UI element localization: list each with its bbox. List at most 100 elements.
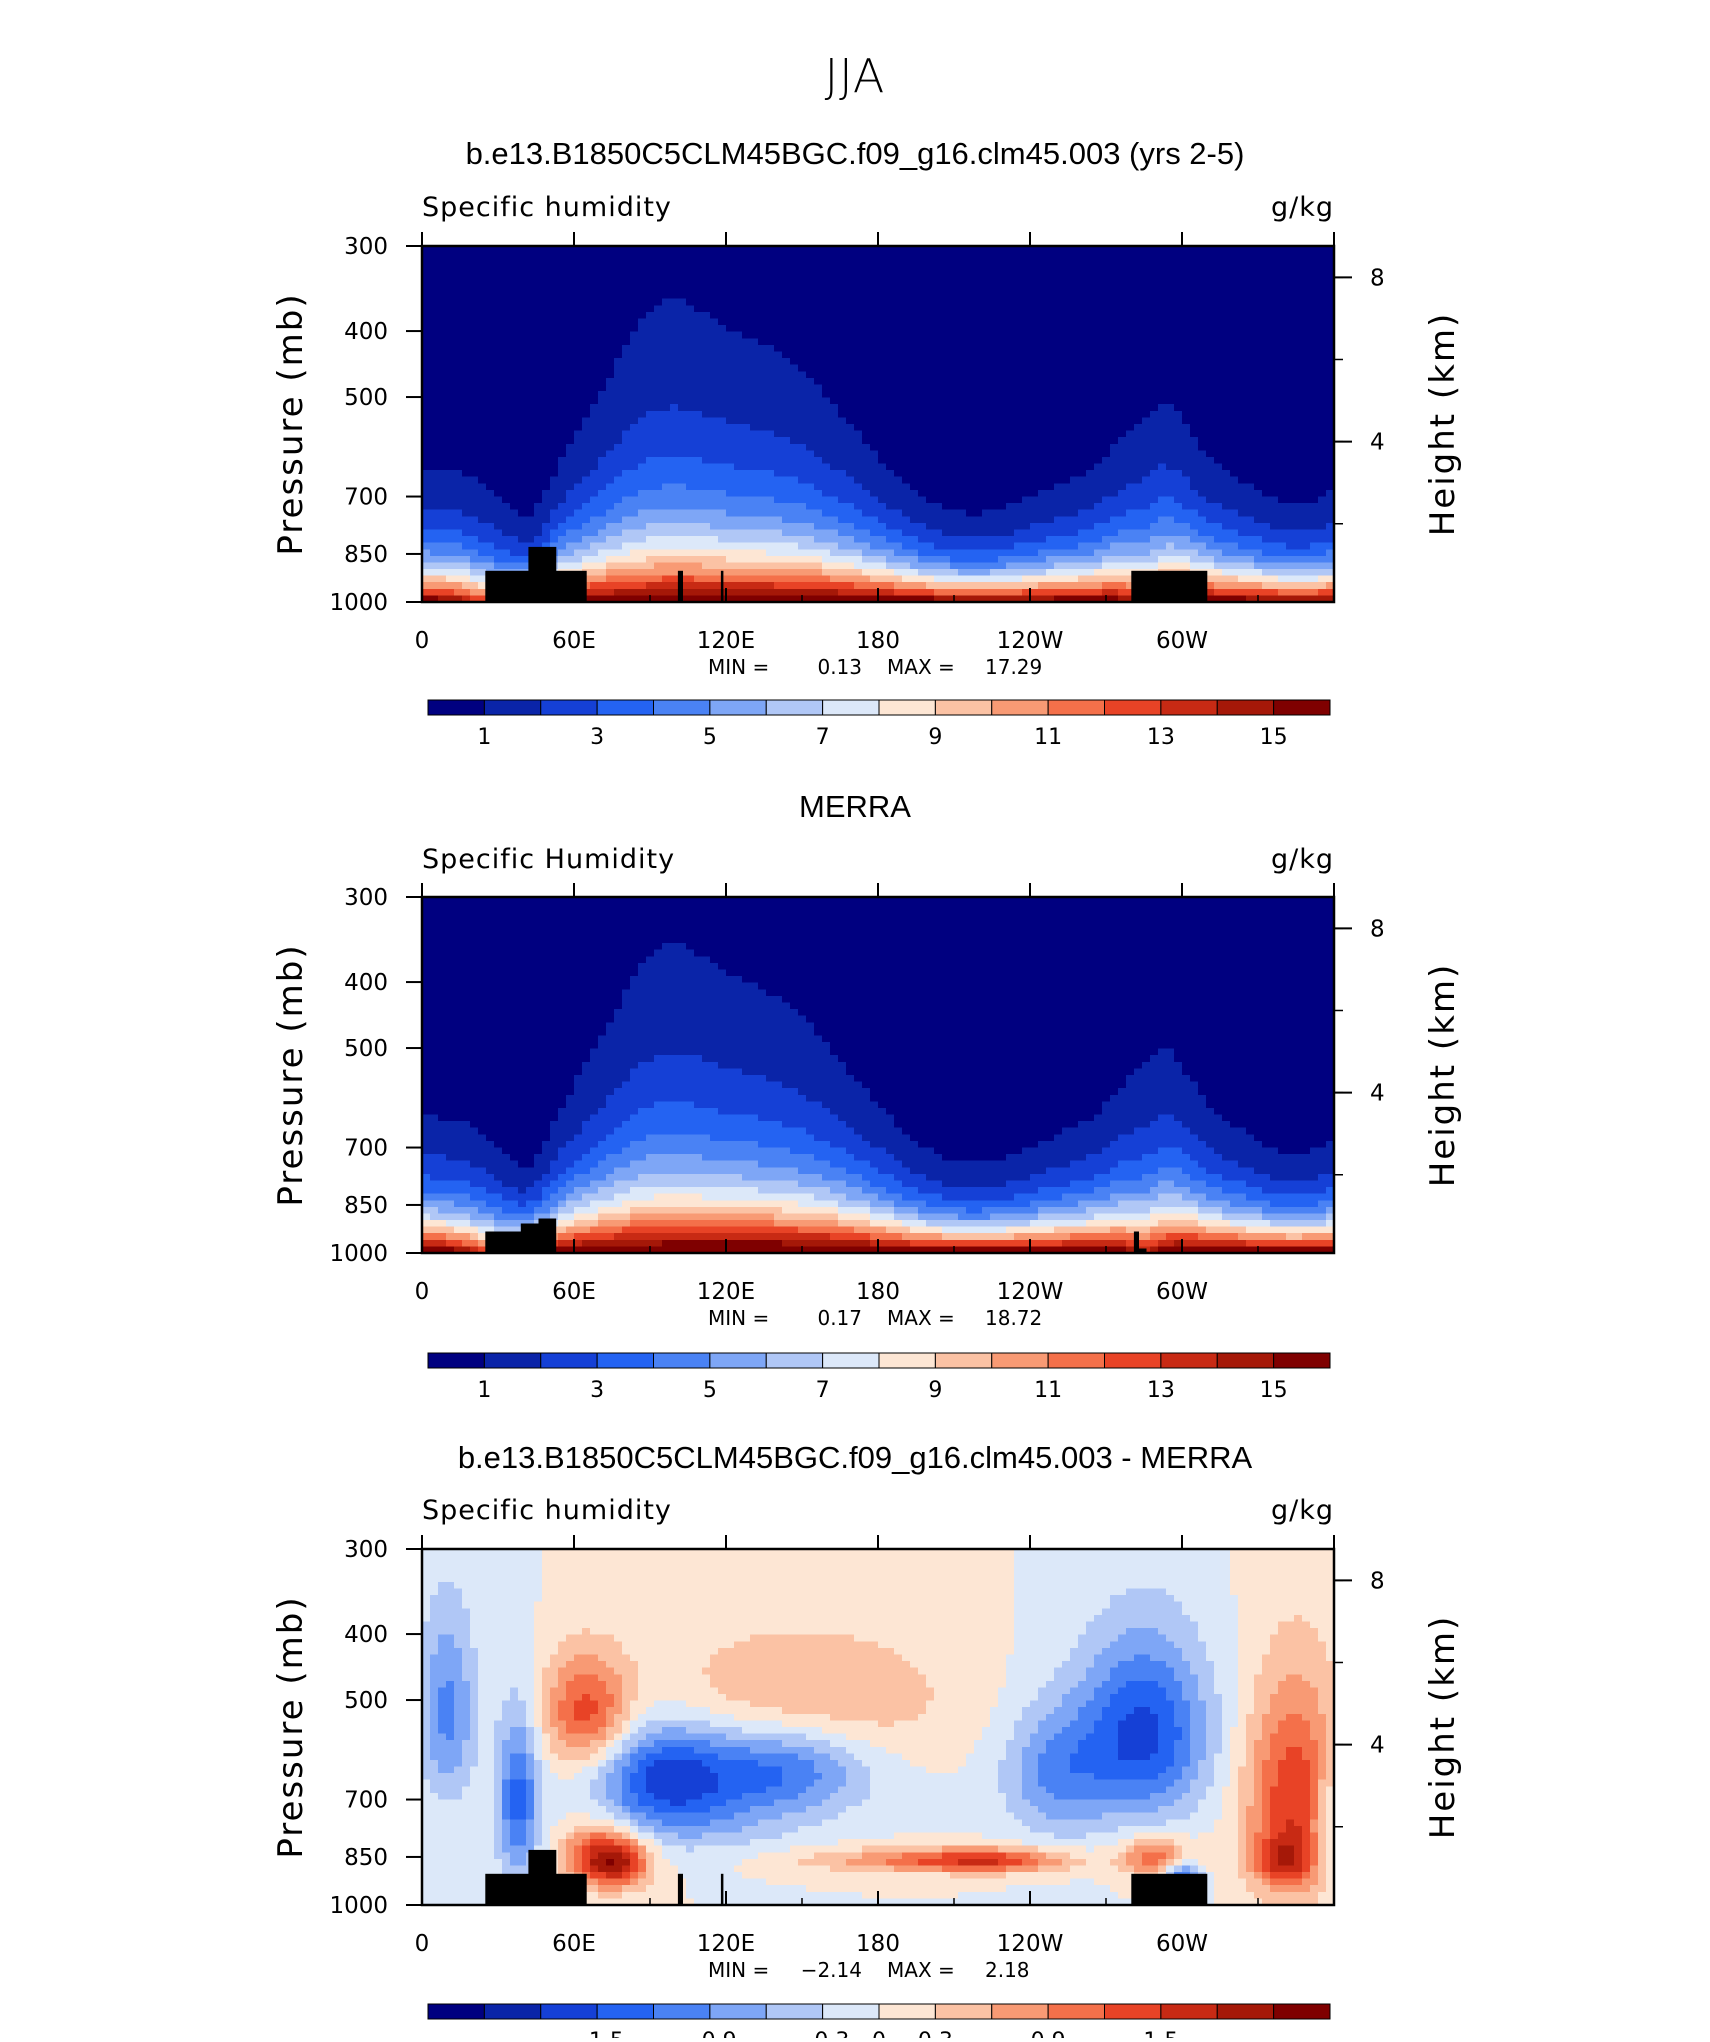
heatmap-cell — [1302, 378, 1311, 385]
heatmap-cell — [1134, 490, 1143, 497]
heatmap-cell — [1278, 332, 1287, 339]
heatmap-cell — [1238, 312, 1247, 319]
heatmap-cell — [502, 404, 511, 411]
heatmap-cell — [1214, 365, 1223, 372]
heatmap-cell — [422, 477, 431, 484]
heatmap-cell — [494, 516, 503, 523]
heatmap-cell — [846, 404, 855, 411]
heatmap-cell — [710, 332, 719, 339]
heatmap-cell — [1190, 325, 1199, 332]
heatmap-cell — [1294, 286, 1303, 293]
heatmap-cell — [966, 523, 975, 530]
heatmap-cell — [918, 417, 927, 424]
heatmap-cell — [462, 286, 471, 293]
heatmap-cell — [510, 404, 519, 411]
heatmap-cell — [878, 470, 887, 477]
heatmap-cell — [686, 464, 695, 471]
heatmap-cell — [870, 305, 879, 312]
heatmap-cell — [1286, 253, 1295, 260]
heatmap-cell — [846, 286, 855, 293]
heatmap-cell — [1310, 365, 1319, 372]
heatmap-cell — [1014, 404, 1023, 411]
heatmap-cell — [982, 424, 991, 431]
heatmap-cell — [1198, 384, 1207, 391]
heatmap-cell — [1046, 345, 1055, 352]
heatmap-cell — [814, 490, 823, 497]
heatmap-cell — [1142, 431, 1151, 438]
heatmap-cell — [462, 424, 471, 431]
heatmap-cell — [638, 529, 647, 536]
heatmap-cell — [438, 365, 447, 372]
heatmap-cell — [750, 404, 759, 411]
heatmap-cell — [878, 266, 887, 273]
heatmap-cell — [854, 351, 863, 358]
heatmap-cell — [910, 266, 919, 273]
heatmap-cell — [854, 523, 863, 530]
heatmap-cell — [1118, 365, 1127, 372]
heatmap-cell — [654, 378, 663, 385]
heatmap-cell — [1110, 378, 1119, 385]
heatmap-cell — [1054, 417, 1063, 424]
heatmap-cell — [702, 450, 711, 457]
heatmap-cell — [1110, 404, 1119, 411]
heatmap-cell — [1110, 497, 1119, 504]
heatmap-cell — [758, 305, 767, 312]
heatmap-cell — [654, 259, 663, 266]
heatmap-cell — [950, 450, 959, 457]
heatmap-cell — [782, 490, 791, 497]
heatmap-cell — [558, 345, 567, 352]
heatmap-cell — [806, 497, 815, 504]
heatmap-cell — [502, 529, 511, 536]
heatmap-cell — [902, 338, 911, 345]
heatmap-cell — [934, 516, 943, 523]
heatmap-cell — [590, 384, 599, 391]
heatmap-cell — [566, 253, 575, 260]
heatmap-cell — [798, 279, 807, 286]
heatmap-cell — [1046, 286, 1055, 293]
heatmap-cell — [1134, 470, 1143, 477]
heatmap-cell — [574, 457, 583, 464]
heatmap-cell — [790, 503, 799, 510]
heatmap-cell — [582, 490, 591, 497]
heatmap-cell — [630, 437, 639, 444]
heatmap-cell — [1262, 398, 1271, 405]
heatmap-cell — [806, 477, 815, 484]
heatmap-cell — [734, 417, 743, 424]
heatmap-cell — [646, 503, 655, 510]
heatmap-cell — [1182, 450, 1191, 457]
heatmap-cell — [590, 272, 599, 279]
heatmap-cell — [966, 299, 975, 306]
heatmap-cell — [670, 259, 679, 266]
heatmap-cell — [662, 510, 671, 517]
heatmap-cell — [622, 338, 631, 345]
heatmap-cell — [806, 404, 815, 411]
heatmap-cell — [702, 483, 711, 490]
heatmap-cell — [918, 470, 927, 477]
heatmap-cell — [550, 266, 559, 273]
heatmap-cell — [1134, 464, 1143, 471]
heatmap-cell — [1078, 490, 1087, 497]
heatmap-cell — [934, 510, 943, 517]
heatmap-cell — [830, 437, 839, 444]
heatmap-cell — [1158, 477, 1167, 484]
heatmap-cell — [1238, 503, 1247, 510]
heatmap-cell — [1078, 450, 1087, 457]
heatmap-cell — [1294, 411, 1303, 418]
heatmap-cell — [1158, 338, 1167, 345]
heatmap-cell — [1022, 450, 1031, 457]
heatmap-cell — [526, 510, 535, 517]
heatmap-cell — [766, 437, 775, 444]
heatmap-cell — [750, 497, 759, 504]
heatmap-cell — [726, 437, 735, 444]
heatmap-cell — [822, 510, 831, 517]
heatmap-cell — [950, 358, 959, 365]
heatmap-cell — [1246, 325, 1255, 332]
heatmap-cell — [438, 529, 447, 536]
heatmap-cell — [646, 319, 655, 326]
heatmap-cell — [742, 510, 751, 517]
heatmap-cell — [518, 319, 527, 326]
heatmap-cell — [1102, 319, 1111, 326]
heatmap-cell — [1206, 444, 1215, 451]
heatmap-cell — [446, 358, 455, 365]
heatmap-cell — [974, 529, 983, 536]
